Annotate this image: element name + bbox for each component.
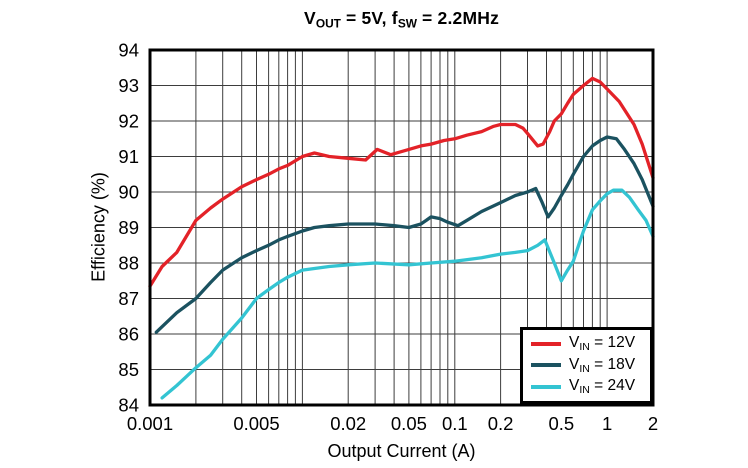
legend-swatch-18v-line-icon: [531, 363, 561, 368]
x-tick-label: 0.05: [391, 413, 427, 434]
title-v: V: [303, 8, 316, 28]
y-tick-label: 86: [118, 324, 139, 345]
legend-item-vin-18v: VIN = 18V: [531, 355, 646, 375]
y-tick-label: 88: [118, 253, 139, 274]
x-tick-label: 0.005: [233, 413, 279, 434]
legend: VIN = 12V VIN = 18V VIN = 24V: [520, 327, 653, 404]
title-post: = 2.2MHz: [417, 8, 500, 28]
title-f-sub: SW: [397, 16, 417, 31]
x-tick-label: 2: [648, 413, 658, 434]
x-axis-title: Output Current (A): [327, 441, 476, 461]
x-tick-label: 0.2: [488, 413, 514, 434]
y-tick-label: 85: [118, 359, 139, 380]
y-tick-label: 91: [118, 146, 139, 167]
y-tick-label: 84: [118, 395, 139, 416]
legend-swatch-24v-line-icon: [531, 385, 561, 390]
x-tick-label: 0.02: [330, 413, 366, 434]
x-tick-label: 1: [602, 413, 612, 434]
title-mid: = 5V, f: [340, 8, 398, 28]
legend-label-18v: VIN = 18V: [569, 355, 636, 375]
curve-vin-12v: [148, 76, 655, 288]
y-tick-label: 92: [118, 111, 139, 132]
title-v-sub: OUT: [315, 16, 341, 31]
legend-item-vin-24v: VIN = 24V: [531, 377, 646, 397]
x-tick-label: 0.5: [548, 413, 574, 434]
y-tick-label: 94: [118, 40, 139, 61]
x-tick-label: 0.1: [442, 413, 468, 434]
y-tick-label: 90: [118, 182, 139, 203]
legend-label-24v: VIN = 24V: [569, 377, 636, 397]
x-tick-label: 0.001: [127, 413, 173, 434]
y-tick-label: 89: [118, 217, 139, 238]
legend-swatch-12v-line-icon: [531, 341, 561, 346]
plot-frame: [148, 48, 655, 407]
legend-item-vin-12v: VIN = 12V: [531, 335, 646, 352]
y-tick-label: 87: [118, 288, 139, 309]
curve-vin-18v: [154, 135, 655, 334]
chart-title: VOUT = 5V, fSW = 2.2MHz: [150, 8, 653, 30]
curve-vin-24v: [160, 188, 655, 400]
y-tick-label: 93: [118, 75, 139, 96]
legend-label-12v: VIN = 12V: [569, 334, 636, 354]
